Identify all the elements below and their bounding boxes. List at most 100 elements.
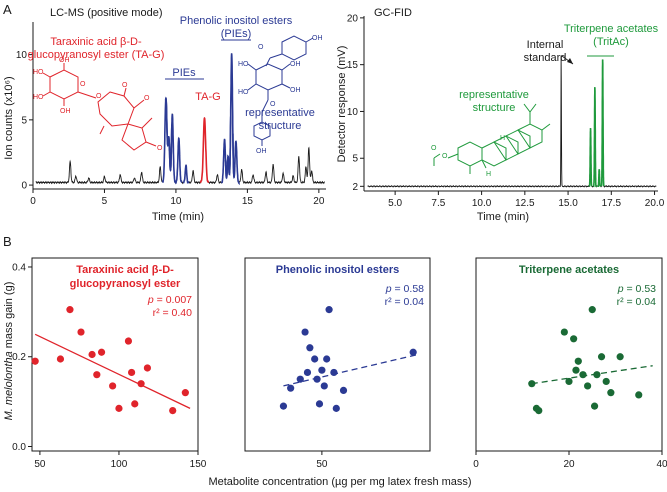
scatter_tag-p-value: p = 0.007 [147,294,192,306]
pie-atom-labels: OH OH OH HO HO OH O O [238,35,323,155]
scatter_tritac-point [616,353,624,361]
tritac-o-2: O [431,145,437,152]
scatter_tritac-x-tick-label: 40 [656,459,667,470]
gcfid-x-tick-label: 20.0 [645,198,665,209]
scatter_pie-point [320,382,328,390]
ta-o-1: O [80,81,86,88]
scatter_pie-point [311,355,319,363]
scatter_pie-point [306,344,314,352]
pie-o-2: O [270,101,276,108]
pie-oh-4: OH [256,148,267,155]
pie-name-line2: (PIEs) [221,28,252,40]
tritac-h-2: H [500,135,505,142]
scatter_pie-point [330,368,338,377]
ta-o-4: O [157,145,163,152]
scatter_tritac-point [572,366,580,374]
scatter_tag-x-tick-label: 150 [190,459,207,470]
lcms-x-tick-label: 20 [313,196,325,207]
scatter_tag-point [77,328,85,336]
lcms-xlabel: Time (min) [152,211,204,223]
scatter_tritac-point [528,380,536,388]
scatter_tag-point [131,400,139,408]
scatter_pie-point [287,384,295,392]
gcfid-title: GC-FID [374,7,412,19]
gcfid-x-tick-label: 7.5 [431,198,445,209]
scatter_pie-point [301,328,309,336]
lcms-y-tick-label: 10 [16,50,28,61]
scatter_tritac-point [570,335,578,343]
scatter_tritac-point [635,391,643,399]
shared-xlabel: Metabolite concentration (µg per mg late… [208,476,471,488]
scatter-tag: 50 100 150 0.0 0.2 0.4 Taraxinic acid β-D-gluc… [12,257,207,470]
scatter_tritac-title: Triterpene acetates [519,264,619,276]
ta-o-3: O [122,82,128,89]
scatter_tag-point [115,404,123,412]
pie-oh-1: OH [312,35,323,42]
pie-ho-2: HO [238,89,249,96]
scatter_tritac-point [607,389,615,397]
gcfid-peak [588,127,593,187]
scatter_pie-point [339,386,348,395]
internal-standard-line2: standard [524,52,567,64]
scatter_pie-x-tick-label: 50 [316,459,328,470]
pie-representative-line1: representative [245,107,315,119]
scatter_tritac-point [574,357,582,365]
scatter_pie-point [325,306,333,314]
lcms-x-tick-label: 5 [102,196,108,207]
tritac-representative-line1: representative [459,89,529,101]
lcms-title: LC-MS (positive mode) [50,7,162,19]
lcms-peak [232,133,240,186]
lcms-x-tick-label: 10 [170,196,182,207]
scatter_tag-point [109,382,117,390]
scatter_pie-point [315,400,324,408]
scatter_tag-point [124,337,133,345]
scatter_tag-r2-value: r² = 0.40 [153,307,193,319]
scatter_tag-point [169,407,177,415]
pies-bracket-label: PIEs [172,67,196,79]
scatter-ylabel: M. melolontha mass gain (g) [3,282,15,421]
scatter_tag-y-tick-label: 0.2 [12,352,26,363]
gcfid-trace [367,55,657,188]
pie-ho-1: HO [238,61,249,68]
scatter_pie-point [409,348,417,356]
scatter_tag-title: Taraxinic acid β-D- [76,264,174,276]
scatter_tag-point [137,380,145,388]
ta-g-atom-labels: OH HO HO OH O O O O O [33,57,163,152]
ta-ho-2: HO [33,94,44,101]
pie-structure [247,35,314,146]
lcms-chart: LC-MS (positive mode) 0 5 10 15 20 0 5 10 Ion c… [3,7,326,223]
scatter_tag-point [128,368,136,377]
lcms-x-tick-label: 15 [242,196,254,207]
scatter_pie-point [279,402,288,410]
scatter_tag-point [31,357,39,365]
ta-name-line2: glucopyranosyl ester (TA-G) [28,49,165,61]
scatter_tag-point [181,389,189,397]
scatter_tag-x-tick-label: 50 [34,459,46,470]
lcms-y-tick-label: 0 [21,181,27,192]
gcfid-x-tick-label: 10.0 [472,198,492,209]
scatter_tritac-x-tick-label: 20 [563,459,575,470]
gcfid-axes: 5.0 7.5 10.0 12.5 15.0 17.5 20.0 2 5 10 15 20 [347,13,665,209]
scatter-ylabel-rest: mass gain (g) [3,282,15,352]
pie-name-line1: Phenolic inositol esters [180,15,293,27]
gcfid-peak [597,169,602,187]
ta-ho-1: HO [33,69,44,76]
scatter_pie-point [313,375,321,383]
scatter_tag-point [88,350,96,359]
gcfid-colored-peaks [588,59,605,188]
tritac-representative-line2: structure [473,102,516,114]
tritac-h-1: H [486,171,491,178]
scatter_pie-point [303,368,312,377]
lcms-colored-peaks [161,53,240,186]
ta-g-structure [42,63,157,151]
scatter_pie-title: Phenolic inositol esters [276,264,399,276]
scatter_pie-point [323,355,331,363]
scatter_tag-point [66,306,74,314]
scatter_tag-y-tick-label: 0.0 [12,442,26,453]
gcfid-x-tick-label: 17.5 [602,198,622,209]
ta-oh-2: OH [60,108,71,115]
pie-oh-3: OH [290,87,301,94]
